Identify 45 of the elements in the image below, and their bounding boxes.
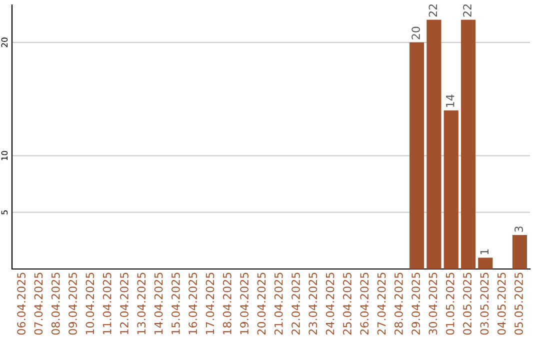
x-tick-label: 02.05.2025 [463,272,472,335]
data-label: 20 [412,26,420,40]
x-tick-label: 27.04.2025 [377,272,386,335]
y-tick-label: 10 [1,150,8,160]
x-tick-label: 16.04.2025 [188,272,198,334]
data-label: 3 [514,226,523,232]
x-tick-label: 03.05.2025 [480,272,489,335]
bar [478,258,493,269]
x-tick-label: 21.04.2025 [274,272,283,335]
x-tick-label: 01.05.2025 [446,272,454,335]
x-tick-label: 14.04.2025 [154,272,163,334]
x-tick-label: 24.04.2025 [326,272,334,335]
x-tick-label: 26.04.2025 [360,272,369,335]
x-tick-label: 11.04.2025 [102,272,112,334]
x-tick-label: 18.04.2025 [222,272,232,334]
x-tick-label: 28.04.2025 [394,272,403,335]
bar [444,110,458,269]
x-tick-label: 15.04.2025 [171,272,180,334]
data-label: 22 [428,4,438,17]
x-tick-label: 22.04.2025 [292,272,300,335]
x-tick-label: 04.05.2025 [497,272,506,335]
x-tick-label: 29.04.2025 [412,272,420,335]
x-tick-label: 09.04.2025 [68,272,77,335]
x-tick-label: 12.04.2025 [120,272,128,334]
x-tick-label: 06.04.2025 [17,272,26,335]
x-tick-label: 05.05.2025 [514,272,523,335]
bar [410,42,424,269]
x-tick-label: 13.04.2025 [137,272,146,334]
x-tick-label: 25.04.2025 [343,272,352,335]
data-label: 14 [446,94,454,107]
x-tick-label: 30.04.2025 [428,272,438,335]
y-tick-label: 5 [1,210,8,214]
x-tick-label: 07.04.2025 [34,272,43,335]
data-label: 22 [463,4,472,17]
bar [426,20,442,269]
x-tick-label: 10.04.2025 [86,272,94,334]
x-tick-label: 23.04.2025 [308,272,318,335]
bar [512,235,527,269]
x-tick-label: 19.04.2025 [240,272,248,334]
bar [460,20,476,269]
x-tick-label: 20.04.2025 [257,272,266,335]
x-tick-label: 08.04.2025 [51,272,60,335]
y-tick-label: 20 [1,38,8,48]
data-label: 1 [480,249,488,254]
x-tick-label: 17.04.2025 [206,272,214,334]
